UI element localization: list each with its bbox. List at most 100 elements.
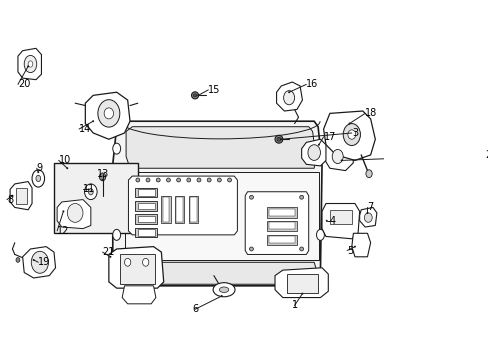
Polygon shape xyxy=(85,92,130,139)
Polygon shape xyxy=(18,48,41,80)
Ellipse shape xyxy=(283,91,294,105)
Bar xyxy=(176,197,182,221)
Polygon shape xyxy=(109,247,163,288)
Text: 2: 2 xyxy=(484,150,488,160)
Bar xyxy=(188,196,198,223)
Text: 14: 14 xyxy=(79,124,91,134)
Ellipse shape xyxy=(124,258,130,266)
Ellipse shape xyxy=(347,130,355,139)
Ellipse shape xyxy=(31,251,48,273)
Ellipse shape xyxy=(36,175,41,181)
Ellipse shape xyxy=(365,170,371,177)
Bar xyxy=(54,163,138,233)
Text: 7: 7 xyxy=(367,202,373,212)
Ellipse shape xyxy=(301,293,303,294)
Polygon shape xyxy=(323,111,375,161)
Ellipse shape xyxy=(193,94,196,97)
Ellipse shape xyxy=(353,246,355,248)
Ellipse shape xyxy=(249,195,253,199)
Ellipse shape xyxy=(66,167,68,169)
Ellipse shape xyxy=(280,138,282,140)
Ellipse shape xyxy=(146,178,150,182)
Bar xyxy=(16,188,27,203)
Ellipse shape xyxy=(325,220,327,222)
Polygon shape xyxy=(276,82,302,111)
Bar xyxy=(135,228,157,237)
Ellipse shape xyxy=(32,170,44,187)
Ellipse shape xyxy=(104,108,113,119)
Ellipse shape xyxy=(276,137,280,141)
Text: 9: 9 xyxy=(37,163,43,173)
Bar xyxy=(135,188,157,197)
Ellipse shape xyxy=(98,100,120,127)
Ellipse shape xyxy=(316,229,324,240)
Ellipse shape xyxy=(207,178,211,182)
Text: 16: 16 xyxy=(305,80,318,89)
Ellipse shape xyxy=(364,213,371,222)
Ellipse shape xyxy=(84,184,97,199)
Polygon shape xyxy=(322,203,359,239)
Polygon shape xyxy=(323,141,353,171)
Ellipse shape xyxy=(11,195,13,197)
Ellipse shape xyxy=(27,66,29,67)
Ellipse shape xyxy=(213,283,235,297)
Text: 1: 1 xyxy=(291,300,297,310)
Ellipse shape xyxy=(299,247,303,251)
Polygon shape xyxy=(113,121,322,286)
Ellipse shape xyxy=(191,92,198,99)
Bar xyxy=(135,215,157,224)
Ellipse shape xyxy=(197,178,201,182)
Ellipse shape xyxy=(348,123,350,125)
Ellipse shape xyxy=(219,287,228,292)
Ellipse shape xyxy=(62,210,64,212)
Bar xyxy=(190,197,196,221)
Text: 19: 19 xyxy=(38,257,50,267)
Ellipse shape xyxy=(249,247,253,251)
Ellipse shape xyxy=(28,61,33,67)
Polygon shape xyxy=(22,247,56,278)
Ellipse shape xyxy=(99,173,105,181)
Text: 5: 5 xyxy=(346,246,353,256)
Bar xyxy=(329,210,351,224)
Bar xyxy=(174,196,183,223)
Bar xyxy=(138,216,155,222)
Bar xyxy=(266,207,296,217)
Ellipse shape xyxy=(113,143,121,154)
Polygon shape xyxy=(244,192,308,255)
Bar xyxy=(124,172,318,260)
Ellipse shape xyxy=(317,144,319,146)
Ellipse shape xyxy=(24,55,37,73)
Polygon shape xyxy=(274,268,327,298)
Text: 18: 18 xyxy=(365,108,377,118)
Ellipse shape xyxy=(307,145,320,161)
Text: 4: 4 xyxy=(329,216,335,226)
Bar xyxy=(163,197,169,221)
Text: 15: 15 xyxy=(208,85,220,95)
Bar xyxy=(286,274,318,293)
Ellipse shape xyxy=(88,189,93,195)
Polygon shape xyxy=(57,199,91,229)
Ellipse shape xyxy=(67,203,83,222)
Ellipse shape xyxy=(156,178,160,182)
Text: 13: 13 xyxy=(96,169,108,179)
Bar xyxy=(135,201,157,211)
Ellipse shape xyxy=(113,229,121,240)
Ellipse shape xyxy=(92,120,94,122)
Ellipse shape xyxy=(316,143,324,154)
Bar xyxy=(138,203,155,209)
Ellipse shape xyxy=(331,149,343,163)
Text: 11: 11 xyxy=(83,184,95,194)
Ellipse shape xyxy=(274,135,282,143)
Ellipse shape xyxy=(197,94,199,96)
Bar xyxy=(266,221,296,231)
Bar xyxy=(268,222,295,229)
Ellipse shape xyxy=(87,188,89,190)
Ellipse shape xyxy=(109,256,111,258)
Bar xyxy=(138,229,155,236)
Ellipse shape xyxy=(37,171,39,173)
Ellipse shape xyxy=(102,179,103,181)
Text: 6: 6 xyxy=(192,304,198,314)
Text: 3: 3 xyxy=(351,128,357,138)
Polygon shape xyxy=(351,233,370,257)
Text: 17: 17 xyxy=(323,132,335,142)
